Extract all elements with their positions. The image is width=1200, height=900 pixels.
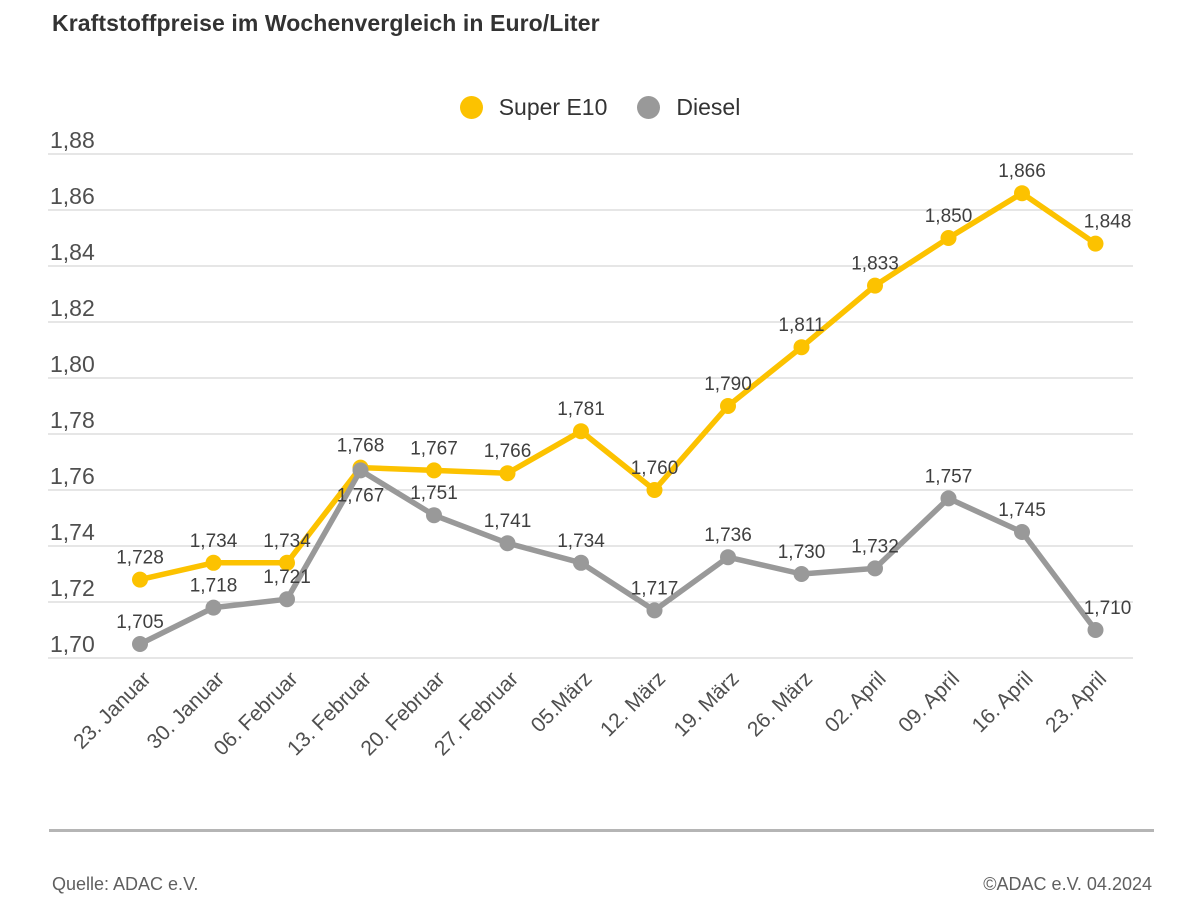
data-point-label-super-e10: 1,833 (851, 254, 899, 275)
series-line-super-e10 (137, 190, 1099, 583)
series-line-diesel (137, 467, 1099, 647)
legend-dot-super-e10-icon (459, 96, 483, 119)
data-point-diesel (646, 602, 663, 619)
x-tick-label: 26. März (743, 667, 817, 741)
y-tick-label: 1,72 (50, 575, 95, 601)
data-point-label-diesel: 1,741 (484, 511, 532, 532)
data-point-label-super-e10: 1,734 (190, 531, 238, 552)
x-tick-label: 19. März (669, 667, 743, 741)
data-point-label-super-e10: 1,850 (925, 206, 973, 227)
data-point-diesel (867, 560, 883, 577)
data-point-diesel (720, 549, 736, 566)
data-point-super-e10 (573, 423, 589, 440)
line-chart: 1,88 1,86 1,84 1,82 1,80 1,78 1,76 1,74 1,72 1,70… (48, 130, 1133, 760)
legend: Super E10 Diesel (0, 94, 1200, 121)
footer-divider (49, 829, 1154, 832)
data-point-super-e10 (720, 398, 736, 414)
data-point-diesel (205, 599, 222, 616)
x-tick-label: 09. April (894, 667, 964, 737)
data-point-label-diesel: 1,736 (704, 525, 752, 546)
data-point-label-super-e10: 1,766 (484, 441, 532, 462)
data-point-label-super-e10: 1,768 (337, 436, 385, 457)
data-point-diesel (573, 554, 589, 571)
data-point-label-super-e10: 1,734 (263, 531, 311, 552)
y-tick-label: 1,88 (50, 130, 95, 153)
legend-label-super-e10: Super E10 (498, 94, 608, 120)
data-point-diesel (940, 490, 957, 507)
data-point-super-e10 (1014, 185, 1030, 202)
data-point-super-e10 (867, 277, 883, 294)
legend-dot-diesel-icon (637, 96, 661, 119)
data-point-super-e10 (1087, 235, 1104, 252)
y-tick-label: 1,76 (50, 463, 95, 489)
data-point-label-super-e10: 1,790 (704, 374, 752, 395)
data-point-label-diesel: 1,710 (1084, 598, 1132, 619)
data-point-label-diesel: 1,757 (925, 466, 973, 487)
data-point-label-super-e10: 1,767 (410, 438, 458, 459)
data-point-diesel (279, 591, 295, 608)
data-point-label-diesel: 1,767 (337, 485, 385, 506)
y-tick-label: 1,70 (50, 631, 95, 657)
legend-item-super-e10: Super E10 (459, 94, 608, 121)
copyright-text: ©ADAC e.V. 04.2024 (983, 874, 1152, 894)
y-tick-label: 1,82 (50, 295, 95, 321)
data-point-label-super-e10: 1,811 (778, 315, 824, 336)
data-point-diesel (132, 636, 148, 652)
data-point-label-super-e10: 1,760 (631, 458, 679, 479)
x-tick-label: 02. April (821, 667, 891, 737)
y-tick-label: 1,80 (50, 351, 95, 377)
x-tick-label: 12. März (596, 667, 670, 741)
data-point-label-diesel: 1,745 (998, 500, 1046, 521)
data-point-diesel (426, 507, 442, 524)
y-tick-label: 1,84 (50, 239, 95, 265)
data-point-super-e10 (499, 465, 516, 482)
data-point-diesel (352, 462, 369, 479)
x-tick-label: 16. April (968, 667, 1038, 737)
data-point-super-e10 (205, 554, 222, 571)
data-point-label-super-e10: 1,848 (1084, 212, 1132, 233)
y-tick-label: 1,78 (50, 407, 95, 433)
data-point-diesel (1087, 622, 1104, 638)
data-point-super-e10 (793, 339, 810, 356)
source-text: Quelle: ADAC e.V. (52, 874, 199, 894)
x-tick-label: 05.März (527, 667, 597, 737)
data-point-label-diesel: 1,730 (778, 542, 826, 563)
footer: Quelle: ADAC e.V. ©ADAC e.V. 04.2024 (52, 874, 1152, 895)
legend-item-diesel: Diesel (637, 94, 740, 121)
data-point-label-diesel: 1,718 (190, 576, 238, 597)
y-tick-label: 1,86 (50, 183, 95, 209)
data-point-label-diesel: 1,751 (410, 483, 458, 504)
data-point-label-super-e10: 1,866 (998, 161, 1046, 182)
data-point-label-diesel: 1,721 (263, 567, 311, 588)
x-tick-label: 23. Januar (69, 667, 155, 753)
data-point-label-diesel: 1,732 (851, 536, 899, 557)
data-point-diesel (793, 566, 810, 582)
data-point-super-e10 (646, 482, 663, 498)
data-point-super-e10 (426, 462, 442, 479)
y-tick-label: 1,74 (50, 519, 95, 545)
data-point-super-e10 (132, 571, 148, 588)
page-title: Kraftstoffpreise im Wochenvergleich in E… (52, 10, 600, 36)
data-point-diesel (499, 535, 516, 552)
data-point-super-e10 (940, 230, 957, 246)
data-point-label-diesel: 1,717 (631, 578, 679, 599)
legend-label-diesel: Diesel (676, 94, 741, 120)
data-point-diesel (1014, 524, 1030, 540)
x-tick-label: 23. April (1041, 667, 1111, 737)
data-point-label-super-e10: 1,728 (116, 548, 164, 569)
data-point-label-diesel: 1,734 (557, 531, 605, 552)
data-point-label-super-e10: 1,781 (557, 399, 605, 420)
data-point-label-diesel: 1,705 (116, 612, 164, 633)
data-point-super-e10 (279, 554, 295, 571)
